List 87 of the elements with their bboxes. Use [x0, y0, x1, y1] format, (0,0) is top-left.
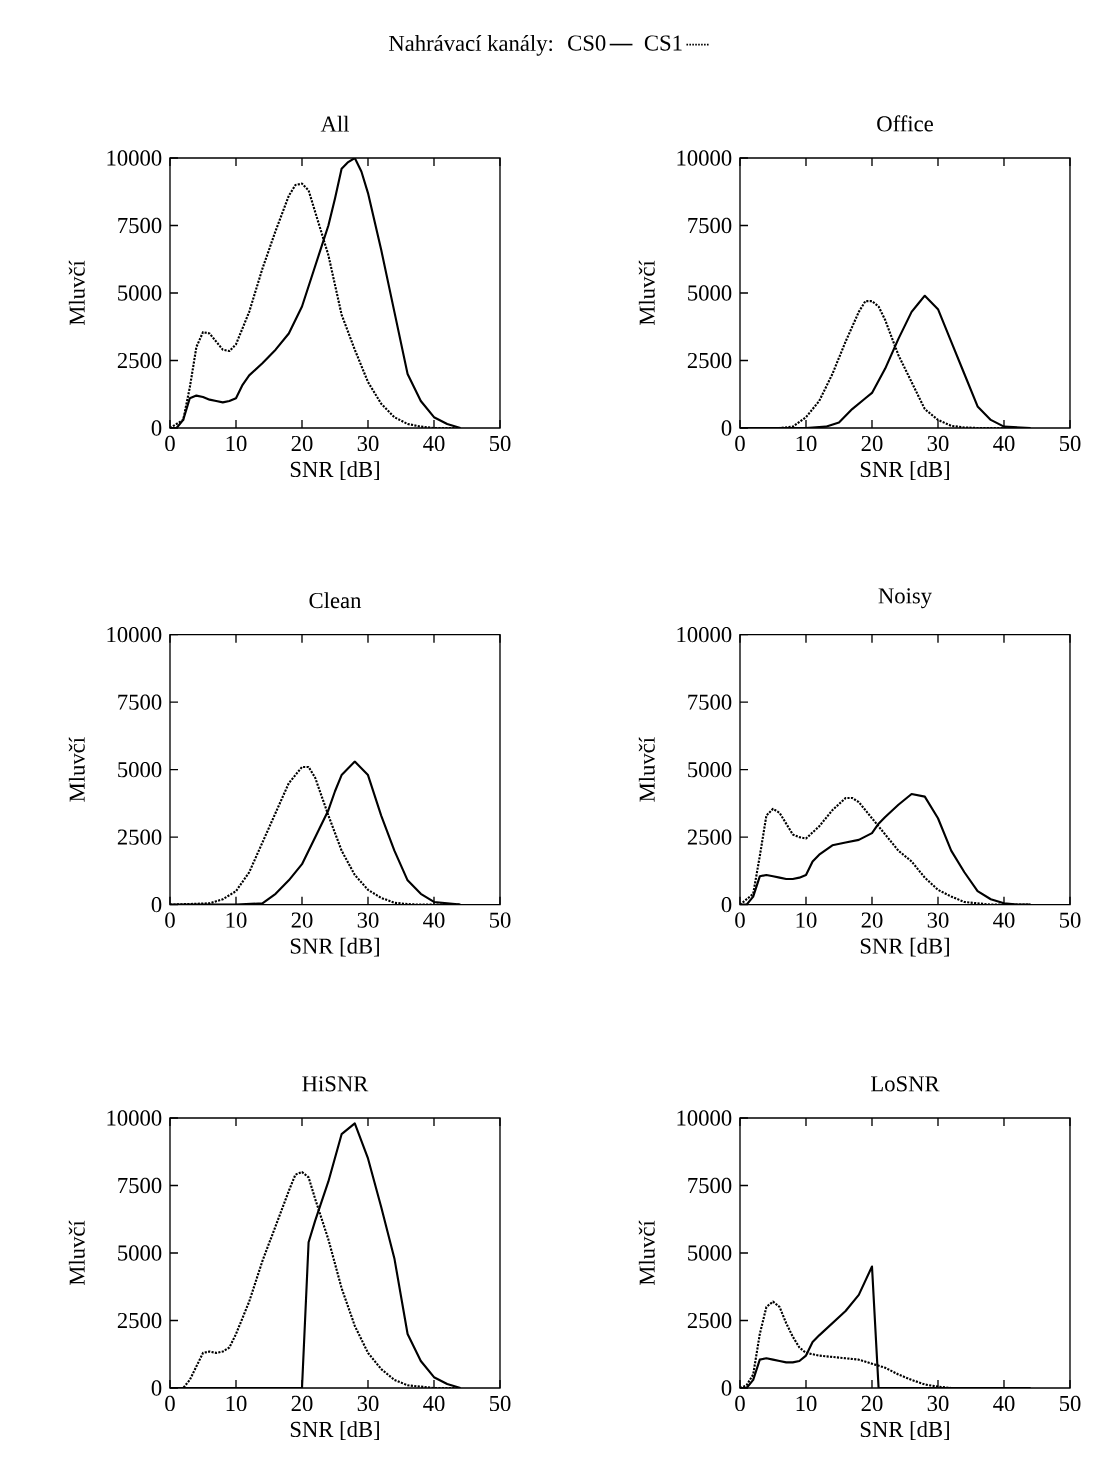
- y-tick-label: 10000: [677, 150, 732, 166]
- x-tick-label: 10: [226, 1395, 247, 1412]
- y-tick-label: 0: [151, 897, 162, 913]
- x-tick-label: 30: [927, 435, 949, 452]
- y-tick-label: 0: [151, 1380, 162, 1396]
- x-tick-label: 10: [226, 912, 247, 928]
- x-tick-label: 40: [423, 1395, 445, 1412]
- legend-title: Nahrávací kanály:: [388, 35, 552, 56]
- x-tick-label: 30: [357, 435, 379, 452]
- x-tick-label: 0: [735, 912, 745, 928]
- x-tick-label: 50: [489, 1395, 511, 1412]
- y-axis-title: Mluvčí: [68, 737, 85, 802]
- y-tick-label: 5000: [688, 1245, 732, 1261]
- y-tick-label: 10000: [677, 1110, 732, 1126]
- y-tick-label: 7500: [118, 694, 162, 710]
- y-tick-label: 2500: [687, 1312, 732, 1329]
- x-tick-label: 50: [1059, 435, 1081, 452]
- y-tick-label: 5000: [118, 762, 162, 778]
- x-tick-label: 0: [735, 435, 745, 452]
- y-tick-label: 5000: [688, 762, 732, 778]
- x-tick-label: 50: [1059, 912, 1081, 928]
- x-tick-label: 20: [291, 435, 313, 452]
- y-tick-label: 7500: [118, 217, 162, 234]
- y-tick-label: 0: [721, 1380, 732, 1396]
- y-axis-title: Mluvčí: [638, 1220, 655, 1286]
- x-tick-label: 40: [423, 912, 445, 928]
- legend-label: CS1: [644, 35, 682, 51]
- y-tick-label: 10000: [107, 150, 162, 166]
- y-tick-label: 10000: [107, 1110, 162, 1126]
- x-tick-label: 40: [993, 1395, 1015, 1412]
- y-tick-label: 7500: [688, 694, 732, 710]
- y-tick-label: 7500: [688, 217, 732, 234]
- chart-title: LoSNR: [871, 1076, 940, 1092]
- y-axis-title: Mluvčí: [638, 260, 655, 326]
- x-tick-label: 40: [993, 435, 1015, 452]
- y-axis-title: Mluvčí: [638, 737, 655, 802]
- x-tick-label: 30: [927, 912, 949, 928]
- x-tick-label: 50: [489, 912, 511, 928]
- chart-title: All: [320, 115, 350, 132]
- y-tick-label: 10000: [677, 627, 732, 643]
- x-tick-label: 40: [993, 912, 1015, 928]
- x-tick-label: 0: [165, 435, 175, 452]
- x-tick-label: 40: [423, 435, 445, 452]
- y-tick-label: 5000: [118, 1245, 162, 1261]
- x-tick-label: 30: [357, 1395, 379, 1412]
- y-tick-label: 7500: [118, 1177, 162, 1194]
- y-tick-label: 7500: [688, 1177, 732, 1194]
- x-tick-label: 20: [861, 435, 883, 452]
- chart-title: Clean: [309, 592, 362, 609]
- x-tick-label: 30: [357, 912, 379, 928]
- x-axis-title: SNR [dB]: [290, 461, 379, 480]
- x-axis-title: SNR [dB]: [860, 461, 949, 480]
- x-tick-label: 10: [796, 435, 817, 452]
- y-tick-label: 10000: [107, 627, 162, 643]
- y-axis-title: Mluvčí: [68, 1220, 85, 1286]
- x-tick-label: 10: [796, 1395, 817, 1412]
- y-tick-label: 2500: [117, 1312, 162, 1329]
- y-tick-label: 2500: [117, 352, 162, 369]
- x-tick-label: 20: [291, 912, 313, 928]
- x-axis-title: SNR [dB]: [860, 937, 949, 957]
- y-tick-label: 2500: [687, 352, 732, 369]
- chart-title: HiSNR: [302, 1076, 369, 1092]
- x-axis-title: SNR [dB]: [860, 1421, 949, 1440]
- y-tick-label: 5000: [688, 285, 732, 301]
- x-axis-title: SNR [dB]: [290, 1421, 379, 1440]
- chart-title: Noisy: [878, 588, 932, 609]
- legend-label: CS0: [568, 35, 606, 51]
- x-axis-title: SNR [dB]: [290, 937, 379, 957]
- x-tick-label: 0: [165, 1395, 175, 1412]
- x-tick-label: 20: [861, 912, 883, 928]
- x-tick-label: 10: [796, 912, 817, 928]
- x-tick-label: 0: [165, 912, 175, 928]
- y-axis-title: Mluvčí: [68, 260, 85, 326]
- y-tick-label: 5000: [118, 285, 162, 301]
- chart-title: Office: [877, 115, 933, 132]
- x-tick-label: 50: [489, 435, 511, 452]
- x-tick-label: 20: [861, 1395, 883, 1412]
- x-tick-label: 50: [1059, 1395, 1081, 1412]
- x-tick-label: 30: [927, 1395, 949, 1412]
- x-tick-label: 0: [735, 1395, 745, 1412]
- y-tick-label: 0: [721, 897, 732, 913]
- y-tick-label: 0: [721, 420, 732, 436]
- x-tick-label: 20: [291, 1395, 313, 1412]
- y-tick-label: 0: [151, 420, 162, 436]
- x-tick-label: 10: [226, 435, 247, 452]
- y-tick-label: 2500: [117, 829, 162, 845]
- y-tick-label: 2500: [687, 829, 732, 845]
